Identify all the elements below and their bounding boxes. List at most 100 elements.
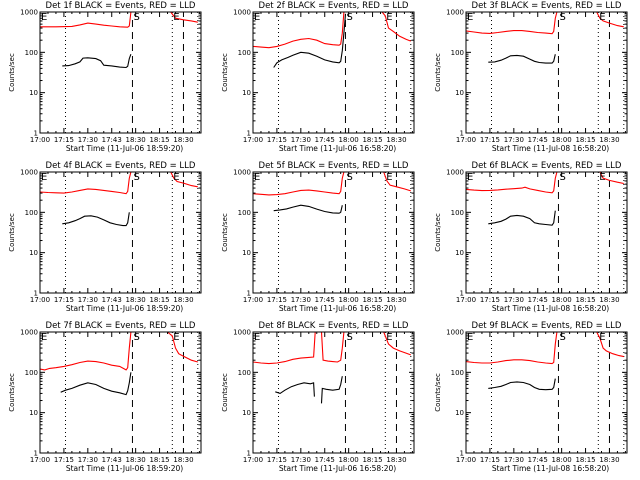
x-tick-label: 17:00: [243, 296, 263, 304]
event-annotation: S: [559, 172, 565, 183]
detector-panel: Det 2f BLACK = Events, RED = LLD 1 10 100 10…: [213, 0, 426, 160]
lld-series-line: [167, 331, 198, 363]
y-tick-label: 10: [29, 89, 38, 97]
events-series-line: [488, 54, 556, 64]
plot-frame: [39, 11, 202, 134]
lld-series-line: [381, 11, 411, 42]
y-tick-label: 1: [247, 130, 251, 138]
x-tick-label: 17:00: [456, 136, 476, 144]
y-tick-label: 1: [460, 290, 464, 298]
panel-chart: Det 9f BLACK = Events, RED = LLD 1 10 100 10…: [434, 321, 628, 473]
panel-title: Det 3f BLACK = Events, RED = LLD: [472, 1, 622, 11]
events-series-line: [62, 54, 132, 69]
y-tick-label: 10: [455, 249, 464, 257]
x-tick-label: 18:00: [552, 136, 572, 144]
lld-series-line: [252, 171, 345, 196]
plot-frame: [252, 331, 415, 454]
x-axis-label: Start Time (11-Jul-06 16:58:20): [279, 304, 396, 313]
y-tick-label: 100: [238, 369, 251, 377]
detector-panel: Det 4f BLACK = Events, RED = LLD 1 10 100 10…: [0, 160, 213, 320]
x-tick-label: 17:45: [315, 456, 335, 464]
y-tick-label: 1: [34, 450, 38, 458]
lld-series-line: [465, 331, 558, 365]
event-annotation: E: [386, 12, 392, 23]
event-annotation: E: [467, 172, 473, 183]
detector-panel: Det 3f BLACK = Events, RED = LLD 1 10 100 10…: [426, 0, 639, 160]
y-axis-label: Counts/sec: [8, 213, 16, 252]
y-tick-label: 1: [460, 130, 464, 138]
y-tick-label: 1: [247, 290, 251, 298]
y-tick-label: 10: [242, 409, 251, 417]
detector-panel: Det 6f BLACK = Events, RED = LLD 1 10 100 10…: [426, 160, 639, 320]
x-tick-label: 17:45: [315, 136, 335, 144]
x-tick-label: 17:30: [78, 136, 98, 144]
detector-panel: Det 7f BLACK = Events, RED = LLD 1 10 100 10…: [0, 320, 213, 480]
event-annotation: E: [173, 332, 179, 343]
event-annotation: S: [133, 12, 139, 23]
x-tick-label: 18:00: [339, 456, 359, 464]
y-axis-label: Counts/sec: [434, 53, 442, 92]
x-tick-label: 18:30: [599, 136, 619, 144]
y-tick-label: 1000: [233, 329, 251, 337]
panel-title: Det 9f BLACK = Events, RED = LLD: [472, 321, 622, 331]
y-axis-label: Counts/sec: [221, 53, 229, 92]
x-tick-label: 17:30: [291, 296, 311, 304]
panel-chart: Det 7f BLACK = Events, RED = LLD 1 10 100 10…: [8, 321, 202, 473]
y-axis-label: Counts/sec: [8, 53, 16, 92]
x-tick-label: 18:15: [575, 136, 595, 144]
x-tick-label: 17:15: [54, 296, 74, 304]
plot-frame: [252, 171, 415, 294]
y-tick-label: 1: [460, 450, 464, 458]
event-annotation: S: [346, 12, 352, 23]
x-tick-label: 18:00: [552, 456, 572, 464]
x-tick-label: 17:30: [78, 456, 98, 464]
x-tick-label: 18:15: [362, 136, 382, 144]
event-annotation: E: [254, 332, 260, 343]
x-axis-label: Start Time (11-Jul-08 16:58:20): [492, 304, 609, 313]
panel-title: Det 1f BLACK = Events, RED = LLD: [46, 1, 196, 11]
event-annotation: S: [346, 332, 352, 343]
detector-panel: Det 8f BLACK = Events, RED = LLD 1 10 100 10…: [213, 320, 426, 480]
y-axis-label: Counts/sec: [8, 373, 16, 412]
y-axis-label: Counts/sec: [221, 373, 229, 412]
panel-chart: Det 1f BLACK = Events, RED = LLD 1 10 100 10…: [8, 1, 202, 153]
event-annotation: S: [559, 12, 565, 23]
x-tick-label: 17:43: [102, 136, 122, 144]
plot-frame: [465, 171, 628, 294]
panel-chart: Det 3f BLACK = Events, RED = LLD 1 10 100 10…: [434, 1, 628, 153]
y-tick-label: 1: [34, 130, 38, 138]
x-axis-label: Start Time (11-Jul-06 18:59:20): [66, 144, 183, 153]
x-axis-label: Start Time (11-Jul-06 16:58:20): [279, 464, 396, 473]
plot-frame: [465, 331, 628, 454]
event-annotation: E: [599, 12, 605, 23]
x-tick-label: 18:30: [386, 296, 406, 304]
x-tick-label: 17:00: [30, 136, 50, 144]
panel-title: Det 6f BLACK = Events, RED = LLD: [472, 161, 622, 171]
detector-panel: Det 1f BLACK = Events, RED = LLD 1 10 100 10…: [0, 0, 213, 160]
lld-series-line: [383, 171, 411, 192]
x-tick-label: 18:15: [149, 136, 169, 144]
x-tick-label: 17:15: [54, 456, 74, 464]
y-tick-label: 1000: [20, 9, 38, 17]
x-tick-label: 18:00: [339, 136, 359, 144]
events-series-line: [273, 204, 343, 214]
x-axis-label: Start Time (11-Jul-08 16:58:20): [492, 464, 609, 473]
x-tick-label: 17:43: [102, 296, 122, 304]
event-annotation: S: [133, 172, 139, 183]
y-axis-label: Counts/sec: [221, 213, 229, 252]
plot-frame: [39, 171, 202, 294]
event-annotation: E: [254, 12, 260, 23]
detector-panel: Det 5f BLACK = Events, RED = LLD 1 10 100 10…: [213, 160, 426, 320]
y-tick-label: 100: [25, 369, 38, 377]
y-tick-label: 10: [242, 249, 251, 257]
event-annotation: S: [346, 172, 352, 183]
x-tick-label: 17:15: [480, 136, 500, 144]
x-tick-label: 17:30: [504, 456, 524, 464]
x-axis-label: Start Time (11-Jul-06 18:59:20): [66, 464, 183, 473]
x-tick-label: 17:30: [504, 136, 524, 144]
plot-frame: [465, 11, 628, 134]
x-axis-label: Start Time (11-Jul-08 16:58:20): [492, 144, 609, 153]
lld-series-line: [39, 331, 132, 371]
y-tick-label: 1000: [446, 169, 464, 177]
x-tick-label: 17:45: [528, 456, 548, 464]
